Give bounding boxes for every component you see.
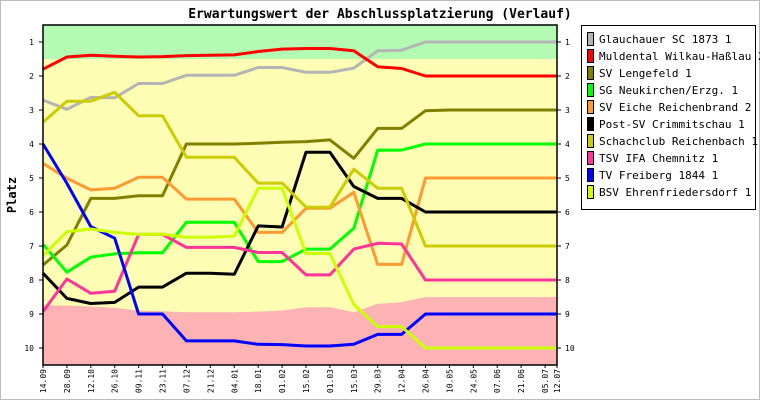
chart-title: Erwartungswert der Abschlussplatzierung … (188, 7, 572, 22)
x-tick-label: 26.04 (422, 369, 431, 393)
legend-swatch-6 (587, 134, 594, 148)
y-tick-label-right: 5 (565, 174, 570, 183)
y-tick-label-left: 2 (29, 72, 34, 81)
legend-label-6: Schachclub Reichenbach 1 (599, 135, 758, 148)
x-tick-label: 01.02 (278, 369, 287, 393)
y-tick-label-right: 4 (565, 140, 570, 149)
x-tick-label: 10.05 (445, 369, 454, 393)
legend-swatch-3 (587, 83, 594, 97)
x-tick-label: 29.03 (374, 369, 383, 393)
y-tick-label-left: 6 (29, 208, 34, 217)
x-tick-label: 21.12 (206, 369, 215, 393)
legend-label-2: SV Lengefeld 1 (599, 67, 692, 80)
x-tick-label: 23.11 (159, 369, 168, 393)
y-tick-label-left: 9 (29, 310, 34, 319)
series-line-7 (41, 232, 557, 313)
legend-label-1: Muldental Wilkau-Haßlau 2 (599, 50, 760, 63)
legend-label-9: BSV Ehrenfriedersdorf 1 (599, 186, 751, 199)
legend-label-4: SV Eiche Reichenbrand 2 (599, 101, 751, 114)
x-tick-label: 01.03 (326, 369, 335, 393)
y-tick-label-right: 2 (565, 72, 570, 81)
series-line-6 (42, 90, 557, 248)
x-tick-label: 07.12 (182, 369, 191, 393)
x-tick-label: 12.10 (87, 369, 96, 393)
legend-swatch-0 (587, 32, 594, 46)
y-tick-label-right: 9 (565, 310, 570, 319)
x-tick-label: 15.03 (350, 369, 359, 393)
y-tick-label-right: 8 (565, 276, 570, 285)
y-tick-label-left: 8 (29, 276, 34, 285)
y-tick-label-left: 1 (29, 38, 34, 47)
legend-swatch-4 (587, 100, 594, 114)
series-line-0 (42, 40, 557, 111)
x-tick-label: 05.07 (541, 369, 550, 393)
legend-swatch-9 (587, 185, 594, 199)
legend-label-8: TV Freiberg 1844 1 (599, 169, 718, 182)
y-tick-label-left: 5 (29, 174, 34, 183)
x-tick-label: 24.05 (469, 369, 478, 393)
x-tick-label: 09.11 (135, 369, 144, 393)
y-tick-label-right: 6 (565, 208, 570, 217)
legend-label-5: Post-SV Crimmitschau 1 (599, 118, 745, 131)
legend-label-7: TSV IFA Chemnitz 1 (599, 152, 718, 165)
x-tick-label: 12.04 (398, 369, 407, 393)
legend-box (581, 25, 756, 210)
legend-swatch-2 (587, 66, 594, 80)
x-tick-label: 04.01 (230, 369, 239, 393)
y-tick-label-left: 3 (29, 106, 34, 115)
legend-swatch-1 (587, 49, 594, 63)
x-tick-label: 28.09 (63, 369, 72, 393)
y-tick-label-left: 10 (24, 344, 34, 353)
y-tick-label-left: 7 (29, 242, 34, 251)
y-tick-label-right: 10 (565, 344, 575, 353)
plot-border (42, 24, 558, 366)
series-line-9 (41, 186, 557, 350)
x-tick-label: 07.06 (493, 369, 502, 393)
x-tick-label: 14.09 (39, 369, 48, 393)
series-line-2 (42, 108, 557, 267)
legend-swatch-5 (587, 117, 594, 131)
x-tick-label: 21.06 (517, 369, 526, 393)
x-tick-label: 18.01 (254, 369, 263, 393)
series-line-1 (42, 47, 557, 78)
legend-swatch-8 (587, 168, 594, 182)
y-axis-label: Platz (5, 177, 19, 213)
y-tick-label-right: 3 (565, 106, 570, 115)
y-tick-label-right: 1 (565, 38, 570, 47)
x-tick-label: 12.07 (553, 369, 562, 393)
x-tick-label: 15.02 (302, 369, 311, 393)
legend-swatch-7 (587, 151, 594, 165)
y-tick-label-left: 4 (29, 140, 34, 149)
legend-label-0: Glauchauer SC 1873 1 (599, 33, 731, 46)
x-tick-label: 26.10 (111, 369, 120, 393)
legend-label-3: SG Neukirchen/Erzg. 1 (599, 84, 738, 97)
series-line-8 (41, 143, 557, 348)
y-tick-label-right: 7 (565, 242, 570, 251)
